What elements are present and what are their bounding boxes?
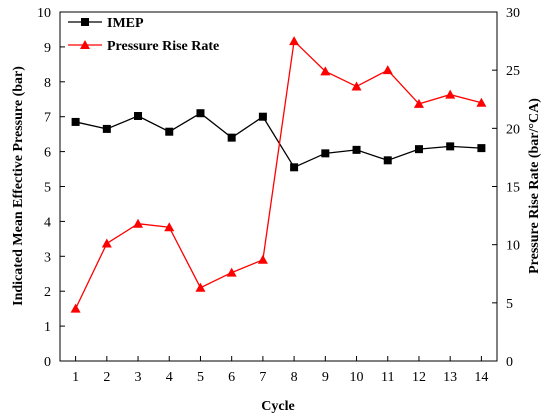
- y-axis-title: Indicated Mean Effective Pressure (bar): [11, 66, 26, 306]
- x-tick-label: 3: [135, 370, 142, 385]
- imep-point: [71, 117, 80, 126]
- imep-point: [227, 133, 236, 142]
- pressure-rise-rate-point: [289, 36, 300, 46]
- imep-point: [196, 109, 205, 118]
- x-tick-label: 10: [350, 370, 364, 385]
- x-tick-label: 9: [322, 370, 329, 385]
- legend: IMEP Pressure Rise Rate: [68, 16, 219, 54]
- x-tick-label: 2: [103, 370, 110, 385]
- imep-series-line: [75, 112, 482, 169]
- plot-frame: [59, 11, 498, 362]
- y2-tick-label: 5: [506, 297, 513, 312]
- legend-imep-label: IMEP: [107, 16, 144, 31]
- x-tick-label: 14: [474, 370, 488, 385]
- imep-point: [102, 124, 111, 133]
- y-tick-label: 3: [44, 250, 51, 265]
- x-tick-label: 1: [72, 370, 79, 385]
- x-axis-title: Cycle: [261, 399, 294, 414]
- pressure-rise-rate-point: [476, 97, 487, 107]
- x-axis: 1 2 3 4 5 6 7 8 9 10 11 12 13 14: [72, 356, 488, 385]
- y2-axis-title: Pressure Rise Rate (bar/°CA): [527, 98, 542, 274]
- pressure-rise-rate-point: [226, 267, 237, 277]
- pressure-rise-rate-point: [257, 254, 268, 264]
- y2-tick-label: 0: [506, 355, 513, 370]
- imep-point: [134, 112, 143, 121]
- imep-point: [258, 112, 267, 121]
- pressure-rise-rate-point: [164, 222, 175, 232]
- x-tick-label: 12: [412, 370, 426, 385]
- y-tick-label: 1: [44, 320, 51, 335]
- pressure-rise-rate-point: [70, 303, 81, 313]
- pressure-rise-rate-point: [382, 65, 393, 75]
- pressure-rise-rate-point: [320, 66, 331, 76]
- imep-point: [290, 163, 299, 172]
- y-tick-label: 5: [44, 181, 51, 196]
- pressure-rise-rate-point: [195, 282, 206, 292]
- pressure-rise-rate-point: [351, 81, 362, 91]
- imep-point: [414, 145, 423, 154]
- y-tick-label: 10: [37, 6, 51, 21]
- x-tick-label: 11: [381, 370, 394, 385]
- y2-tick-label: 15: [506, 181, 520, 196]
- y-tick-label: 6: [44, 146, 51, 161]
- x-tick-label: 7: [259, 370, 266, 385]
- y2-tick-label: 20: [506, 122, 520, 137]
- y-tick-label: 9: [44, 41, 51, 56]
- pressure-rise-rate-series-line: [75, 39, 482, 309]
- y-tick-label: 2: [44, 285, 51, 300]
- y2-tick-label: 25: [506, 64, 520, 79]
- imep-point: [446, 142, 455, 151]
- pressure-rise-rate-point: [445, 89, 456, 99]
- x-tick-label: 8: [291, 370, 298, 385]
- legend-imep-marker: [81, 18, 89, 26]
- y2-tick-label: 10: [506, 239, 520, 254]
- y-tick-label: 7: [44, 111, 51, 126]
- y-tick-label: 0: [44, 355, 51, 370]
- y-tick-label: 8: [44, 76, 51, 91]
- imep-point: [352, 145, 361, 154]
- pressure-rise-rate-point: [133, 218, 144, 228]
- x-tick-label: 13: [443, 370, 457, 385]
- y-tick-label: 4: [44, 215, 51, 230]
- pressure-rise-rate-point: [101, 238, 112, 248]
- legend-prr-marker: [80, 40, 90, 49]
- y2-tick-label: 30: [506, 6, 520, 21]
- x-tick-label: 5: [197, 370, 204, 385]
- x-tick-label: 4: [166, 370, 173, 385]
- legend-prr-label: Pressure Rise Rate: [107, 39, 219, 54]
- imep-point: [165, 127, 174, 136]
- series-layer: [70, 36, 487, 313]
- imep-point: [321, 149, 330, 158]
- y-axis-left: 0 1 2 3 4 5 6 7 8 9 10: [37, 6, 65, 370]
- y-axis-right: 0 5 10 15 20 25 30: [492, 6, 520, 370]
- imep-point: [477, 144, 486, 153]
- pressure-rise-rate-point: [413, 98, 424, 108]
- imep-point: [383, 156, 392, 165]
- x-tick-label: 6: [228, 370, 235, 385]
